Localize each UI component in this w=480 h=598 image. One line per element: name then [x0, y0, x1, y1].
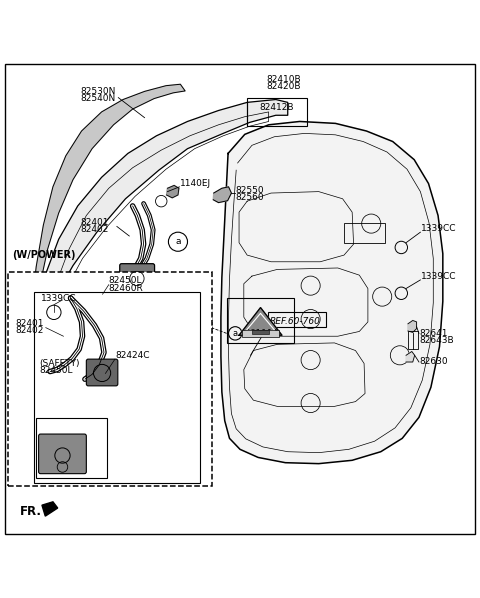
Bar [247, 97, 307, 126]
Polygon shape [408, 321, 417, 332]
Text: 96111A: 96111A [245, 329, 280, 338]
Bar [252, 329, 269, 334]
Polygon shape [36, 99, 288, 356]
Text: 82630: 82630 [419, 358, 447, 367]
FancyBboxPatch shape [86, 359, 118, 386]
Text: 82402: 82402 [80, 225, 108, 234]
Bar [408, 331, 419, 349]
Text: 82401: 82401 [80, 218, 108, 227]
Text: 82450L: 82450L [109, 276, 142, 285]
Text: REF.60-760: REF.60-760 [270, 318, 321, 327]
Text: 82540N: 82540N [80, 94, 115, 103]
Text: (SAFETY): (SAFETY) [39, 359, 80, 368]
Text: 1339CC: 1339CC [421, 271, 457, 280]
Bar [227, 298, 294, 343]
Text: 82530N: 82530N [80, 87, 116, 96]
Text: 82424C: 82424C [115, 351, 149, 360]
Bar [344, 222, 384, 243]
Text: 82410B: 82410B [266, 75, 301, 84]
Text: a: a [233, 329, 238, 338]
Bar [36, 419, 107, 478]
Polygon shape [42, 502, 58, 516]
Polygon shape [167, 185, 179, 198]
Polygon shape [213, 187, 231, 203]
Text: 1140EJ: 1140EJ [180, 179, 212, 188]
Text: 82402: 82402 [16, 327, 44, 335]
Bar [34, 292, 200, 483]
Polygon shape [221, 121, 443, 463]
Text: 82641: 82641 [419, 329, 447, 338]
Text: a: a [175, 237, 180, 246]
Text: (W/POWER): (W/POWER) [12, 250, 75, 260]
Text: 1339CC: 1339CC [40, 294, 76, 303]
Bar [268, 312, 326, 327]
Text: 82560: 82560 [235, 193, 264, 202]
Text: 82420B: 82420B [266, 82, 301, 91]
Polygon shape [406, 352, 415, 362]
Text: 82643B: 82643B [419, 336, 454, 345]
Text: 82550: 82550 [235, 186, 264, 195]
Text: 82401: 82401 [16, 319, 44, 328]
FancyBboxPatch shape [120, 264, 155, 292]
Text: 82460R: 82460R [109, 283, 144, 292]
Text: 1339CC: 1339CC [421, 224, 457, 233]
FancyBboxPatch shape [38, 434, 86, 474]
Bar [8, 272, 212, 486]
Text: 82450L: 82450L [39, 366, 73, 375]
Polygon shape [30, 84, 185, 347]
Bar [242, 329, 279, 337]
Text: 82412B: 82412B [259, 103, 294, 112]
Text: FR.: FR. [20, 505, 42, 518]
Polygon shape [239, 307, 282, 335]
